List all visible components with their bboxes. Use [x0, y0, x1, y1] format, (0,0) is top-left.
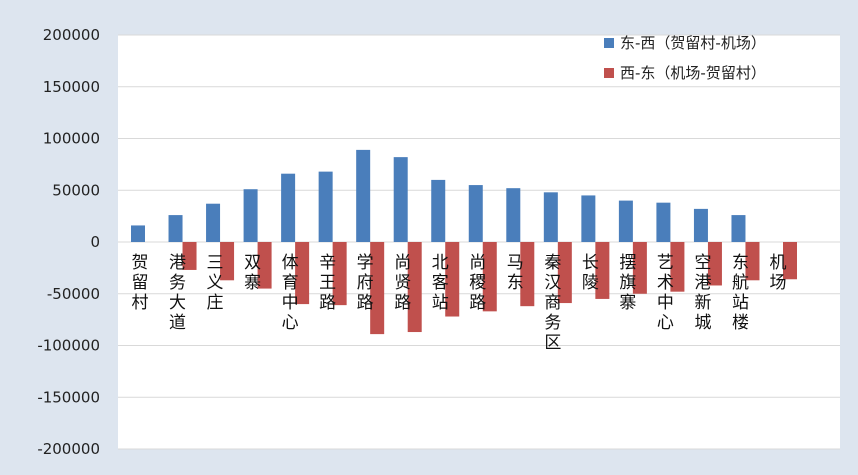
legend-swatch	[604, 68, 614, 78]
bar-west-east	[295, 242, 310, 305]
bar-west-east	[182, 242, 197, 270]
bar-west-east	[745, 242, 760, 281]
y-tick-label: -200000	[37, 440, 100, 458]
category-label: 空港新城	[694, 253, 711, 333]
bar-west-east	[220, 242, 235, 281]
y-tick-label: 100000	[43, 130, 100, 148]
bar-west-east	[632, 242, 647, 294]
bar-west-east	[332, 242, 347, 306]
bar-west-east	[595, 242, 610, 299]
y-tick-label: -50000	[47, 285, 100, 303]
category-label: 长陵	[582, 253, 599, 293]
category-label: 马东	[507, 253, 524, 293]
y-tick-label: -150000	[37, 388, 100, 406]
category-label: 机场	[770, 253, 787, 293]
legend-label: 西-东（机场-贺留村）	[620, 64, 766, 82]
bar-east-west	[618, 200, 633, 242]
category-label: 贺留村	[132, 253, 149, 313]
bar-east-west	[318, 171, 333, 242]
y-tick-label: -100000	[37, 337, 100, 355]
bar-east-west	[693, 208, 708, 242]
category-label: 体育中心	[282, 253, 299, 333]
bar-west-east	[557, 242, 572, 304]
bar-east-west	[431, 179, 446, 242]
category-label: 艺术中心	[657, 253, 674, 333]
bar-east-west	[506, 188, 521, 242]
bar-east-west	[168, 215, 183, 242]
bar-west-east	[482, 242, 497, 312]
category-label: 双寨	[244, 253, 261, 293]
bar-west-east	[407, 242, 422, 333]
bar-west-east	[783, 242, 797, 280]
bar-east-west	[281, 173, 296, 242]
bar-east-west	[356, 149, 371, 242]
category-label: 尚稷路	[469, 253, 486, 313]
category-label: 尚贤路	[394, 253, 411, 313]
bar-east-west	[131, 225, 145, 242]
bar-east-west	[543, 192, 558, 242]
bar-west-east	[370, 242, 385, 335]
category-label: 北客站	[432, 253, 449, 313]
category-label: 学府路	[357, 253, 374, 313]
bar-east-west	[206, 203, 221, 242]
bar-west-east	[257, 242, 272, 289]
bar-west-east	[707, 242, 722, 286]
bar-west-east	[445, 242, 460, 317]
bar-east-west	[656, 202, 671, 242]
bar-west-east	[520, 242, 535, 307]
bar-east-west	[581, 195, 596, 242]
y-tick-label: 200000	[43, 26, 100, 44]
category-label: 港务大道	[169, 253, 186, 333]
category-label: 秦汉商务区	[544, 253, 561, 353]
legend-swatch	[604, 38, 614, 48]
category-label: 三义庄	[207, 253, 224, 313]
bar-east-west	[393, 157, 408, 242]
bar-east-west	[468, 185, 483, 242]
y-tick-label: 50000	[52, 181, 100, 199]
legend-label: 东-西（贺留村-机场）	[620, 34, 766, 52]
y-tick-label: 0	[90, 233, 100, 251]
bar-east-west	[731, 215, 746, 242]
bar-east-west	[243, 189, 258, 242]
bar-west-east	[670, 242, 685, 292]
category-label: 辛王路	[319, 253, 336, 313]
y-tick-label: 150000	[43, 78, 100, 96]
category-label: 摆旗寨	[619, 253, 636, 313]
category-label: 东航站楼	[732, 253, 749, 333]
